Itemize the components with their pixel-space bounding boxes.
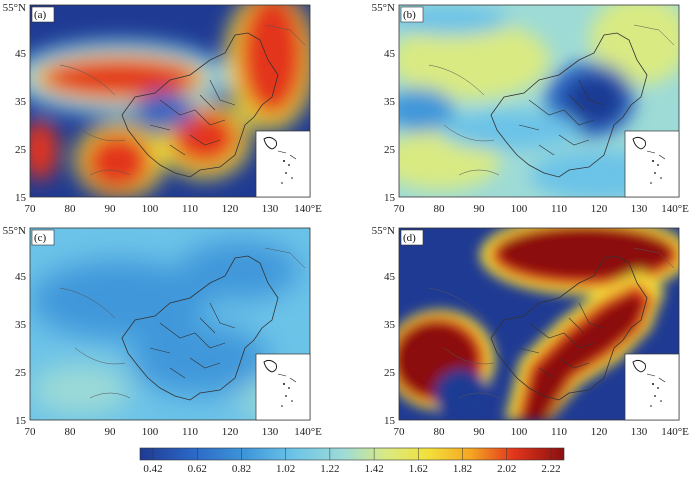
- colorbar-tick-label: 2.22: [541, 463, 560, 475]
- lon-tick: 90: [474, 426, 486, 438]
- lat-tick: 55°N: [3, 2, 26, 14]
- colorbar-tick-label: 1.02: [276, 463, 295, 475]
- lon-tick: 90: [474, 203, 486, 215]
- colorbar-ticks: 0.42 0.62 0.82 1.02 1.22 1.42 1.62 1.82 2.02 2.22: [143, 448, 561, 475]
- lon-tick: 140°E: [661, 426, 689, 438]
- lat-tick: 15: [15, 192, 27, 204]
- lon-tick: 140°E: [294, 426, 322, 438]
- lon-tick: 110: [551, 426, 568, 438]
- colorbar: 0.42 0.62 0.82 1.02 1.22 1.42 1.62 1.82 2.02 2.22: [139, 447, 565, 475]
- lon-tick: 120: [222, 426, 239, 438]
- lat-tick: 45: [15, 48, 27, 60]
- lon-tick: 130: [631, 203, 648, 215]
- lon-tick: 100: [511, 203, 528, 215]
- lat-tick: 25: [384, 367, 396, 379]
- lon-tick: 90: [105, 203, 117, 215]
- lat-tick: 35: [15, 319, 27, 331]
- lon-tick: 90: [105, 426, 117, 438]
- inset-map-b: [624, 130, 680, 198]
- inset-map-a: [255, 130, 311, 198]
- lon-tick: 80: [65, 426, 77, 438]
- lat-tick: 15: [15, 415, 27, 427]
- inset-map-d: [624, 353, 680, 421]
- lon-tick: 130: [631, 426, 648, 438]
- colorbar-tick-label: 0.62: [188, 463, 207, 475]
- panel-c: (c) 15 25 35 45 55°N 70 80 90 100 110 12…: [3, 225, 322, 438]
- lon-tick: 120: [591, 426, 608, 438]
- colorbar-tick-label: 1.62: [409, 463, 428, 475]
- lon-tick: 80: [434, 426, 446, 438]
- panel-a: (a) 15 25 35 45 55°N 70 80 90 100 110 12…: [3, 2, 322, 215]
- lon-tick: 100: [142, 426, 159, 438]
- lat-tick: 45: [384, 271, 396, 283]
- lat-tick: 35: [384, 96, 396, 108]
- lat-tick: 55°N: [372, 2, 395, 14]
- panel-label-a: (a): [34, 9, 47, 21]
- lon-tick: 130: [262, 426, 279, 438]
- colorbar-ramp: [139, 447, 565, 461]
- panel-b: (b) 15 25 35 45 55°N 70 80 90 100 110 12…: [372, 2, 689, 215]
- panel-d: (d) 15 25 35 45 55°N 70 80 90 100 110 12…: [372, 225, 689, 438]
- colorbar-tick-label: 2.02: [497, 463, 516, 475]
- lon-tick: 70: [394, 203, 406, 215]
- lat-tick: 35: [384, 319, 396, 331]
- lon-tick: 140°E: [661, 203, 689, 215]
- panel-label-d: (d): [403, 232, 416, 244]
- lat-tick: 25: [15, 367, 27, 379]
- lon-tick: 70: [25, 426, 37, 438]
- lat-tick: 45: [15, 271, 27, 283]
- colorbar-tick-label: 0.42: [143, 463, 162, 475]
- lon-tick: 80: [434, 203, 446, 215]
- colorbar-tick-label: 1.42: [364, 463, 383, 475]
- lon-tick: 120: [222, 203, 239, 215]
- panel-label-b: (b): [403, 9, 416, 21]
- lat-tick: 25: [15, 144, 27, 156]
- colorbar-tick-label: 1.82: [453, 463, 472, 475]
- lon-tick: 70: [25, 203, 37, 215]
- lon-tick: 130: [262, 203, 279, 215]
- lon-tick: 80: [65, 203, 77, 215]
- lon-tick: 110: [182, 426, 199, 438]
- lon-tick: 70: [394, 426, 406, 438]
- lon-tick: 120: [591, 203, 608, 215]
- lat-tick: 35: [15, 96, 27, 108]
- lat-tick: 55°N: [372, 225, 395, 237]
- lon-tick: 100: [142, 203, 159, 215]
- panel-label-c: (c): [34, 232, 47, 244]
- lat-tick: 15: [384, 192, 396, 204]
- lon-tick: 110: [182, 203, 199, 215]
- lat-tick: 15: [384, 415, 396, 427]
- lon-tick: 110: [551, 203, 568, 215]
- inset-map-c: [255, 353, 311, 421]
- colorbar-tick-label: 1.22: [320, 463, 339, 475]
- lat-tick: 25: [384, 144, 396, 156]
- colorbar-tick-label: 0.82: [232, 463, 251, 475]
- lon-tick: 140°E: [294, 203, 322, 215]
- lat-tick: 45: [384, 48, 396, 60]
- lon-tick: 100: [511, 426, 528, 438]
- lat-tick: 55°N: [3, 225, 26, 237]
